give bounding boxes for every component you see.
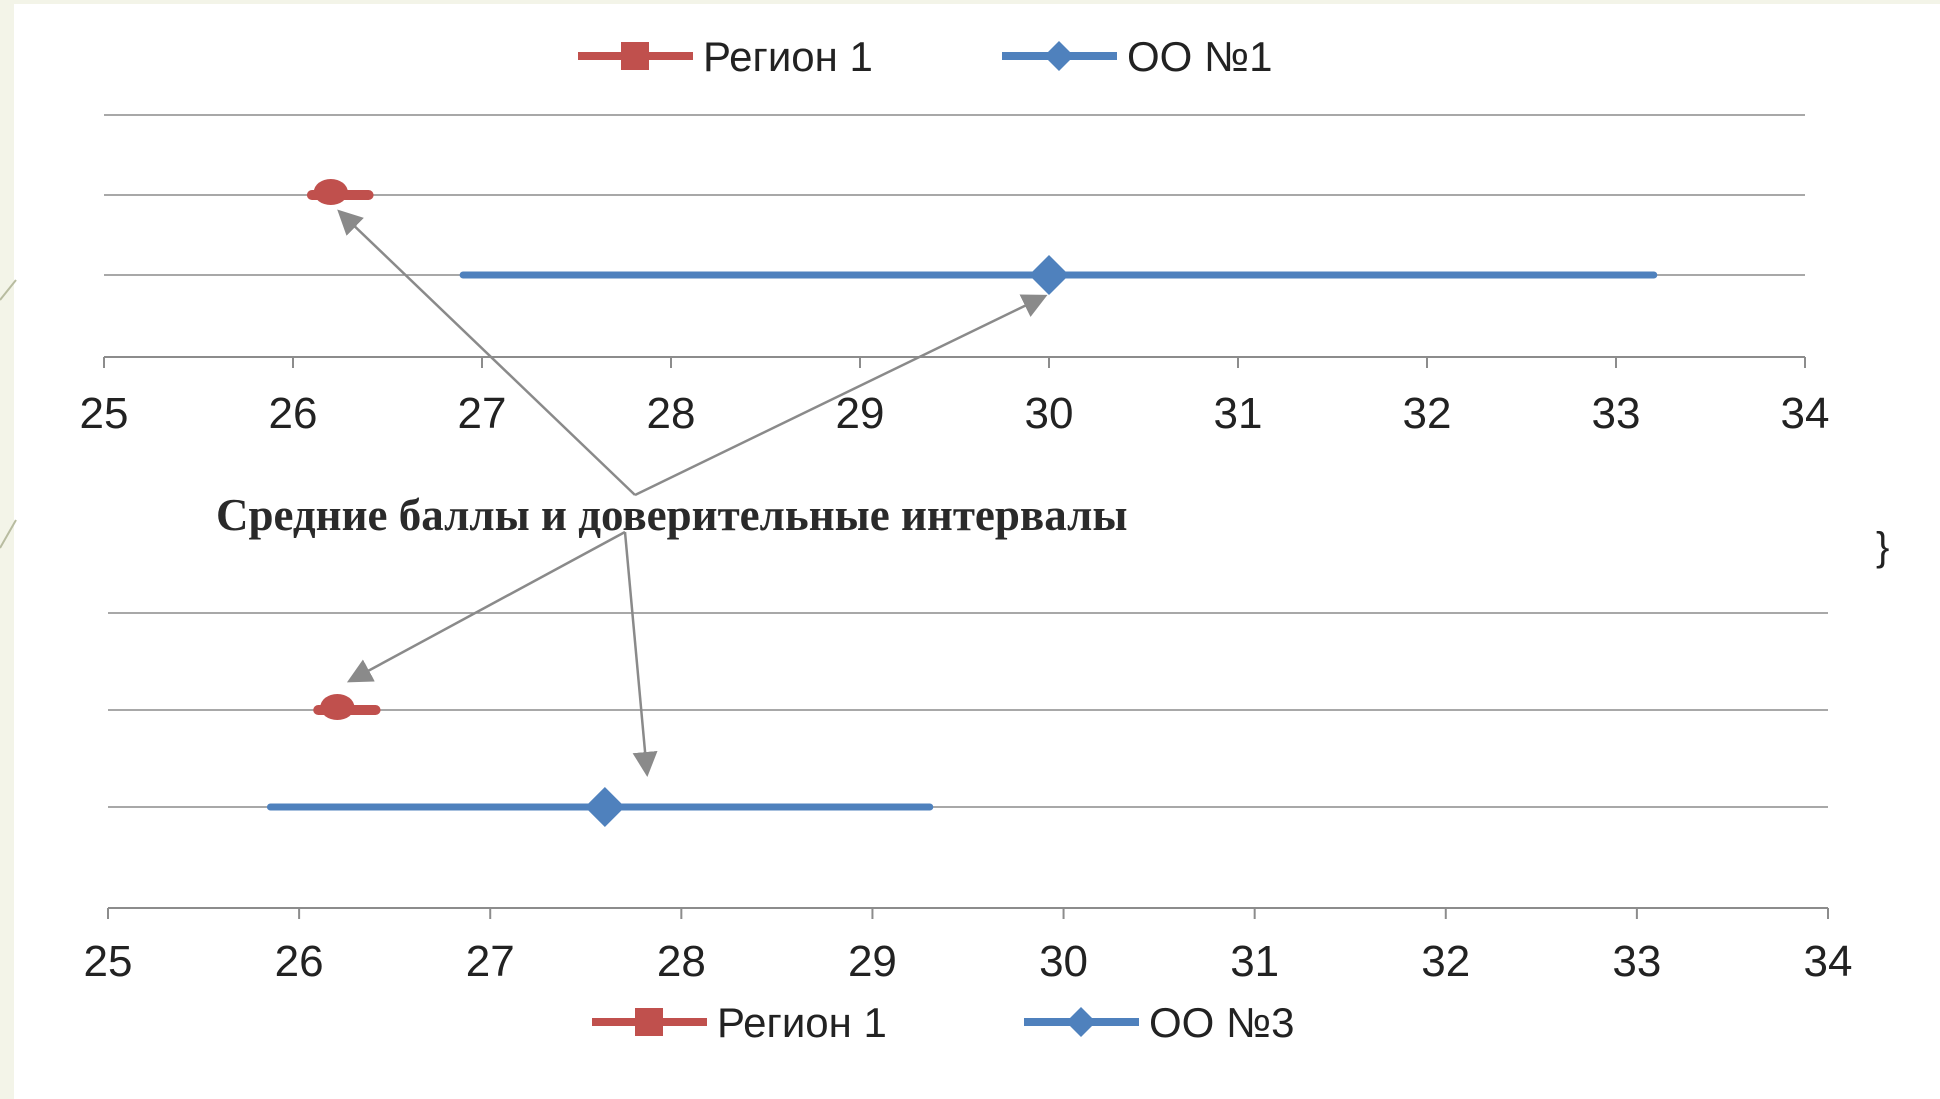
annotation-arrow — [337, 209, 636, 496]
legend-square-marker — [621, 42, 649, 70]
chart-2: 25 26 27 28 29 30 31 32 33 34 Регион 1 ОО №3 — [84, 612, 1853, 1046]
legend-diamond-marker — [1066, 1007, 1096, 1037]
series-2-mean-point — [1029, 255, 1069, 295]
annotation-arrows — [337, 209, 1048, 777]
annotation-arrow — [346, 530, 626, 683]
chart-1: 25 26 27 28 29 30 31 32 33 34 Регион 1 ОО №1 — [80, 33, 1830, 438]
series-2-mean-point — [584, 787, 625, 827]
x-tick-label: 32 — [1421, 937, 1470, 986]
legend-label-1: Регион 1 — [703, 33, 873, 80]
annotation-arrow — [623, 531, 658, 777]
x-tick-label: 32 — [1403, 389, 1452, 438]
x-tick-label: 25 — [80, 389, 129, 438]
legend-square-marker — [635, 1008, 663, 1036]
decor-line-1 — [0, 279, 17, 301]
x-tick-label: 30 — [1039, 937, 1088, 986]
legend-label-2: ОО №3 — [1149, 999, 1294, 1046]
x-tick-label: 31 — [1230, 937, 1279, 986]
x-tick-label: 28 — [657, 937, 706, 986]
legend-diamond-marker — [1044, 41, 1074, 71]
x-tick-label: 33 — [1592, 389, 1641, 438]
x-tick-label: 31 — [1214, 389, 1263, 438]
x-tick-label: 27 — [466, 937, 515, 986]
decor-line-2 — [0, 519, 17, 549]
x-tick-label: 29 — [836, 389, 885, 438]
x-tick-label: 34 — [1781, 389, 1830, 438]
chart-caption: Средние баллы и доверительные интервалы — [216, 490, 1128, 540]
x-tick-label: 27 — [458, 389, 507, 438]
x-tick-label: 26 — [275, 937, 324, 986]
legend-label-2: ОО №1 — [1127, 33, 1272, 80]
side-bracket-glyph: } — [1876, 525, 1889, 569]
x-tick-label: 25 — [84, 937, 133, 986]
x-tick-label: 26 — [269, 389, 318, 438]
annotation-arrow — [634, 294, 1048, 497]
x-tick-label: 30 — [1025, 389, 1074, 438]
x-tick-label: 29 — [848, 937, 897, 986]
legend-label-1: Регион 1 — [717, 999, 887, 1046]
series-1-mean-point — [313, 179, 348, 205]
x-tick-label: 33 — [1612, 937, 1661, 986]
x-tick-label: 34 — [1804, 937, 1853, 986]
x-tick-label: 28 — [647, 389, 696, 438]
series-1-mean-point — [320, 694, 355, 720]
